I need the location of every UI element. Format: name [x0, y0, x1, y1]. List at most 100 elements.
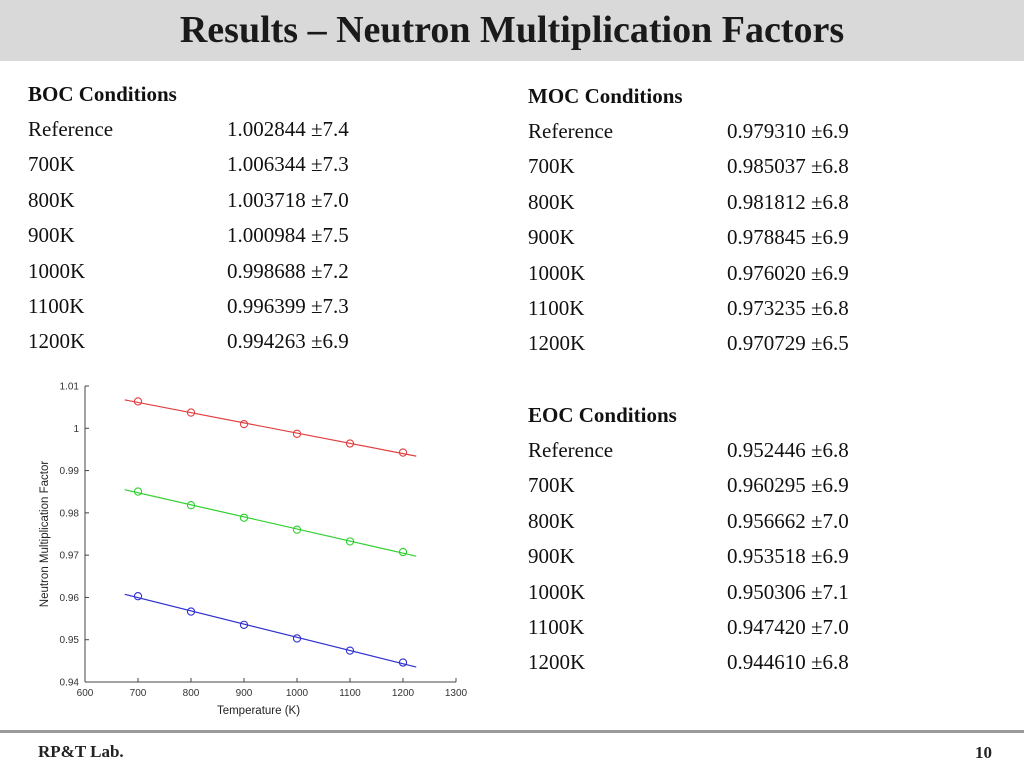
- data-point: [292, 525, 302, 534]
- row-label: 700K: [528, 154, 575, 179]
- x-tick-label: 800: [183, 688, 200, 699]
- table-row: 700K 1.006344 ±7.3: [28, 150, 349, 185]
- row-label: 800K: [28, 187, 75, 212]
- temperature-chart: 600 700 800 900 1000 1100 1200 1300 0.94 0.95 0.96…: [39, 382, 468, 718]
- x-tick-label: 1000: [286, 688, 309, 699]
- y-tick-label: 0.95: [60, 635, 80, 646]
- data-point: [239, 419, 249, 429]
- row-value: 0.952446 ±6.8: [727, 438, 849, 462]
- row-value: 0.953518 ±6.9: [727, 544, 849, 569]
- row-label: 900K: [528, 225, 575, 250]
- data-point: [345, 646, 355, 655]
- eoc-rows: Reference 0.952446 ±6.8 700K 0.960295 ±6.9 8…: [528, 436, 849, 684]
- y-tick-label: 0.96: [60, 593, 80, 604]
- table-row: 1100K 0.996399 ±7.3: [28, 292, 349, 327]
- row-label: 700K: [28, 152, 75, 177]
- title-bar: [0, 0, 1024, 61]
- row-label: 900K: [28, 223, 75, 248]
- row-label: Reference: [528, 438, 614, 462]
- row-label: 900K: [528, 544, 575, 569]
- table-row: 900K 1.000984 ±7.5: [28, 221, 349, 256]
- table-row: 1000K 0.998688 ±7.2: [28, 257, 349, 292]
- data-point: [186, 408, 196, 417]
- row-label: 1200K: [528, 331, 586, 356]
- footer-lab-name: RP&T Lab.: [38, 742, 124, 761]
- row-label: 700K: [528, 473, 575, 498]
- fit-line: [124, 593, 417, 668]
- data-point: [345, 537, 355, 546]
- row-label: 1000K: [528, 579, 586, 604]
- table-row: 1100K 0.973235 ±6.8: [528, 294, 849, 329]
- table-row: 700K 0.960295 ±6.9: [528, 471, 849, 506]
- row-label: 1000K: [528, 260, 586, 285]
- boc-heading: BOC Conditions: [28, 82, 177, 106]
- row-value: 0.979310 ±6.9: [727, 119, 849, 143]
- row-value: 0.944610 ±6.8: [727, 650, 849, 675]
- row-value: 0.970729 ±6.5: [727, 331, 849, 356]
- footer-divider: [0, 730, 1024, 733]
- row-value: 1.003718 ±7.0: [227, 187, 349, 212]
- y-tick-label: 0.94: [60, 678, 80, 689]
- eoc-heading: EOC Conditions: [528, 403, 677, 427]
- table-row: 800K 0.956662 ±7.0: [528, 507, 849, 542]
- data-point: [239, 513, 249, 522]
- table-row: 1200K 0.994263 ±6.9: [28, 327, 349, 362]
- y-tick-label: 0.98: [60, 508, 80, 519]
- moc-table: MOC Conditions Reference 0.979310 ±6.9 700…: [528, 82, 849, 365]
- row-value: 1.002844 ±7.4: [227, 117, 349, 141]
- data-point: [398, 547, 408, 557]
- row-value: 1.006344 ±7.3: [227, 152, 349, 177]
- table-row: 1000K 0.976020 ±6.9: [528, 259, 849, 294]
- boc-rows: Reference 1.002844 ±7.4 700K 1.006344 ±7.3 8…: [28, 115, 349, 363]
- table-row: 1000K 0.950306 ±7.1: [528, 578, 849, 613]
- row-label: 1100K: [528, 295, 585, 320]
- x-axis-label: Temperature (K): [217, 705, 300, 717]
- data-point: [345, 439, 355, 448]
- table-row: Reference 0.979310 ±6.9: [528, 117, 849, 152]
- data-point: [133, 487, 143, 496]
- data-point: [186, 607, 196, 616]
- row-label: 800K: [528, 508, 575, 533]
- slide-title: Results – Neutron Multiplication Factors: [179, 9, 845, 51]
- data-point: [292, 429, 302, 438]
- x-tick-label: 1100: [339, 688, 361, 699]
- row-value: 0.973235 ±6.8: [727, 295, 849, 320]
- row-value: 0.978845 ±6.9: [727, 225, 849, 250]
- row-label: 1200K: [28, 329, 86, 354]
- table-row: 1100K 0.947420 ±7.0: [528, 613, 849, 648]
- fit-line: [124, 399, 417, 457]
- row-value: 0.998688 ±7.2: [227, 258, 349, 283]
- moc-rows: Reference 0.979310 ±6.9 700K 0.985037 ±6.8 8…: [528, 117, 849, 365]
- y-tick-label: 0.99: [60, 466, 80, 477]
- x-tick-label: 600: [77, 688, 94, 699]
- row-label: 1200K: [528, 650, 586, 675]
- row-value: 0.985037 ±6.8: [727, 154, 849, 179]
- data-point: [133, 592, 143, 601]
- table-row: 900K 0.953518 ±6.9: [528, 542, 849, 577]
- row-label: 800K: [528, 189, 575, 214]
- row-label: Reference: [28, 117, 114, 141]
- row-label: 1000K: [28, 258, 86, 283]
- row-value: 0.976020 ±6.9: [727, 260, 849, 285]
- row-value: 0.994263 ±6.9: [227, 329, 349, 354]
- row-value: 0.981812 ±6.8: [727, 189, 849, 214]
- data-point: [186, 501, 196, 510]
- y-tick-label: 0.97: [60, 551, 80, 562]
- fit-line: [124, 489, 417, 557]
- table-row: 700K 0.985037 ±6.8: [528, 152, 849, 187]
- y-tick-label: 1: [73, 424, 79, 435]
- data-point: [292, 634, 302, 643]
- row-label: 1100K: [528, 614, 585, 639]
- table-row: Reference 0.952446 ±6.8: [528, 436, 849, 471]
- row-value: 0.996399 ±7.3: [227, 293, 349, 318]
- row-value: 0.947420 ±7.0: [727, 614, 849, 639]
- eoc-table: EOC Conditions Reference 0.952446 ±6.8 700…: [528, 401, 849, 684]
- table-row: 1200K 0.944610 ±6.8: [528, 648, 849, 683]
- y-tick-label: 1.01: [60, 382, 80, 393]
- table-row: 800K 0.981812 ±6.8: [528, 188, 849, 223]
- moc-heading: MOC Conditions: [528, 84, 683, 108]
- row-label: 1100K: [28, 293, 85, 318]
- x-tick-label: 700: [130, 688, 147, 699]
- table-row: 900K 0.978845 ±6.9: [528, 223, 849, 258]
- row-value: 0.956662 ±7.0: [727, 508, 849, 533]
